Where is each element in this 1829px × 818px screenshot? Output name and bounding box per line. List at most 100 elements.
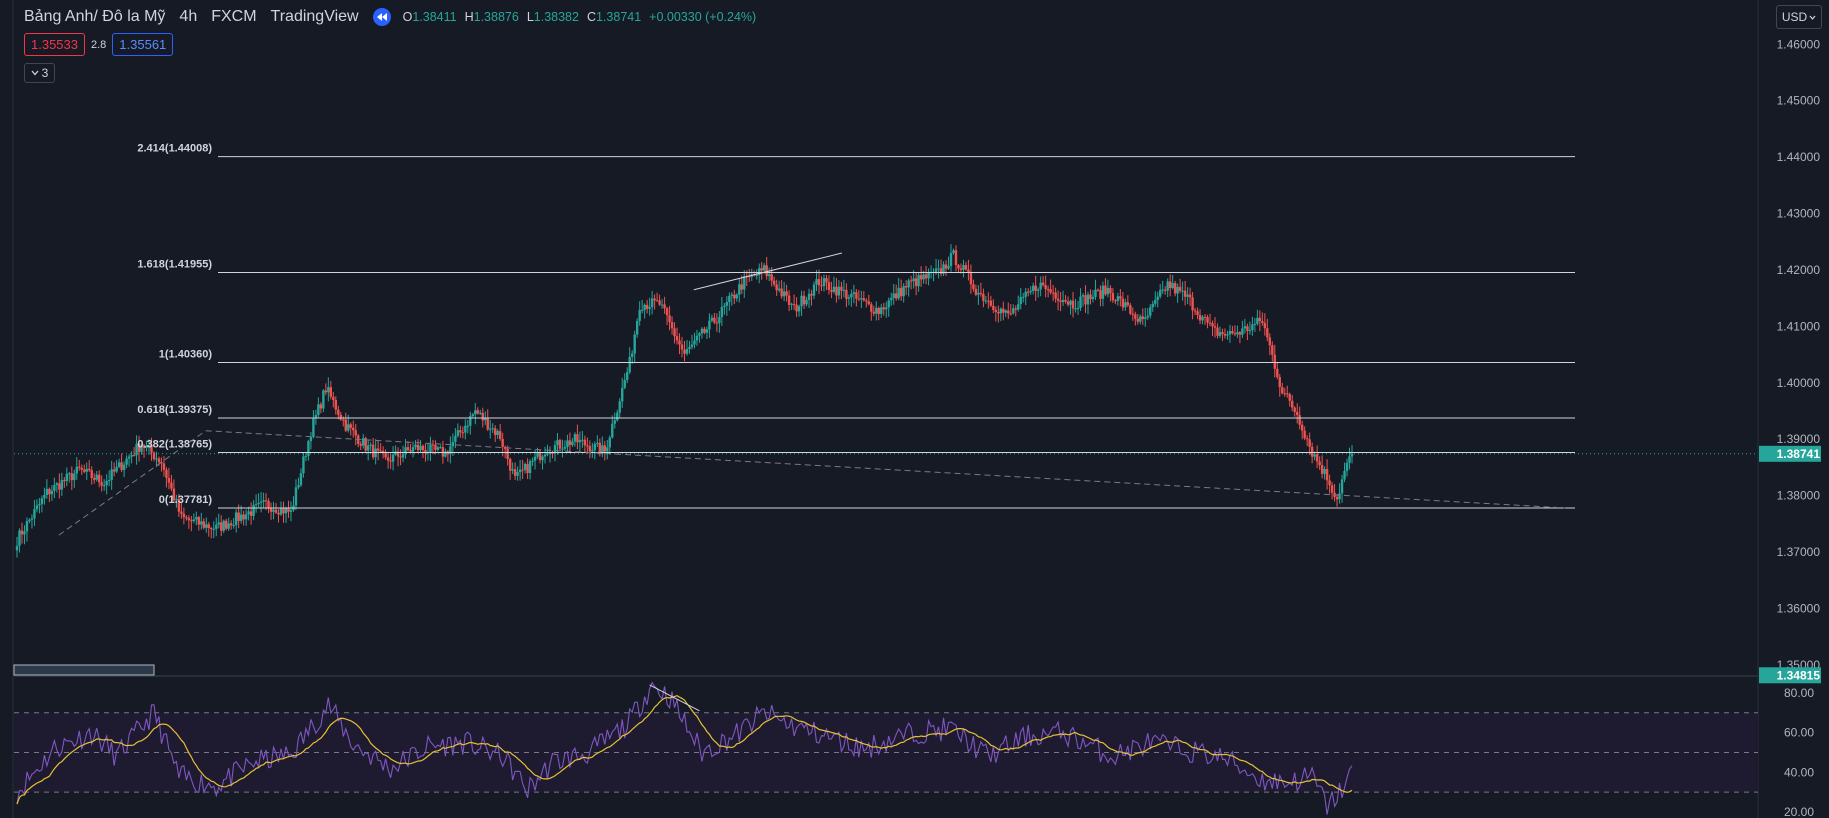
candle (239, 505, 243, 524)
candle (797, 304, 801, 317)
candle (653, 294, 656, 310)
price-tick-label: 1.38000 (1777, 489, 1821, 503)
candle (1039, 276, 1042, 297)
candle (55, 481, 59, 493)
candle (1046, 285, 1050, 298)
candle (359, 441, 362, 451)
candle (127, 454, 131, 467)
scrollbar-thumb[interactable] (13, 664, 155, 676)
candle (1308, 432, 1311, 456)
candle (112, 462, 116, 477)
trendline[interactable] (58, 430, 207, 536)
candle (1320, 455, 1324, 479)
candle (563, 440, 567, 451)
candle (1131, 307, 1135, 321)
candle (977, 285, 980, 305)
candle (1173, 280, 1177, 297)
candle (1206, 314, 1209, 329)
candle (1305, 435, 1309, 447)
candle (616, 409, 619, 422)
candle (1291, 394, 1294, 412)
candle (850, 289, 853, 307)
candle (738, 278, 741, 303)
rsi-divergence-line[interactable] (649, 684, 700, 712)
candle (593, 441, 597, 460)
candle (1051, 284, 1055, 302)
fib-level-label: 1.618(1.41955) (137, 258, 212, 270)
candle (805, 296, 808, 307)
price-tick-label: 1.36000 (1777, 601, 1821, 615)
candle (349, 422, 352, 436)
candle (414, 440, 417, 450)
candle (1009, 304, 1012, 316)
candle (429, 436, 432, 462)
price-tick-label: 1.45000 (1777, 94, 1821, 108)
currency-button[interactable]: USD (1776, 5, 1822, 29)
candle (461, 426, 465, 439)
candle (125, 455, 128, 469)
candle (937, 259, 940, 279)
symbol-name[interactable]: Bảng Anh/ Đô la Mỹ (24, 8, 166, 25)
candle (962, 259, 965, 278)
candle (379, 443, 382, 454)
candle (421, 444, 425, 459)
trendline[interactable] (205, 430, 1566, 509)
candle (740, 275, 743, 295)
candle (155, 451, 158, 468)
sell-price-button[interactable]: 1.35533 (24, 33, 85, 56)
candle (371, 437, 375, 460)
candle (862, 291, 866, 302)
trendlines[interactable] (58, 252, 1566, 536)
candle (369, 442, 372, 452)
candle (394, 445, 397, 456)
candle (78, 459, 81, 471)
candle (852, 284, 856, 304)
ohlc-key-high: H (464, 10, 474, 24)
candle (1178, 278, 1182, 294)
candle (1104, 278, 1107, 296)
candles (15, 244, 1354, 558)
candle (1149, 304, 1152, 319)
candle (1303, 426, 1306, 441)
candle (45, 479, 49, 499)
candle (409, 443, 412, 453)
indicators-toggle[interactable]: 3 (24, 63, 55, 83)
candle (479, 409, 482, 415)
candle (1261, 312, 1264, 326)
buy-price-button[interactable]: 1.35561 (112, 33, 174, 56)
fibonacci-levels[interactable]: 2.414(1.44008) 1.618(1.41955) 1(1.40360) 0.… (137, 143, 1575, 509)
candle (339, 411, 342, 421)
candle (723, 302, 726, 315)
rsi-pane[interactable]: 80.00 60.00 40.00 20.00 (14, 681, 1814, 818)
candle (1350, 445, 1354, 464)
candle (210, 526, 213, 539)
ohlc-values: O1.38411 H1.38876 L1.38382 C1.38741 +0.0… (403, 10, 757, 24)
candle (1243, 318, 1247, 334)
chart-header: Bảng Anh/ Đô la Mỹ 4h FXCM TradingView O… (24, 6, 756, 28)
last-price-tag: 1.38741 (1759, 445, 1821, 462)
candle (772, 276, 776, 287)
candle (760, 262, 763, 280)
replay-icon[interactable] (372, 8, 391, 26)
candle (259, 491, 263, 513)
candle (1196, 307, 1199, 320)
trendline[interactable] (693, 252, 843, 291)
candle (294, 479, 298, 510)
candle (845, 283, 848, 308)
candle (892, 283, 895, 305)
candle (1136, 313, 1140, 325)
candle (1014, 305, 1017, 317)
interval-label[interactable]: 4h (179, 8, 198, 25)
candle (855, 289, 858, 307)
candle (309, 432, 313, 450)
candle (1034, 275, 1037, 301)
price-tag-label: 1.38741 (1777, 447, 1821, 461)
candle (137, 435, 141, 462)
candle (242, 510, 245, 526)
candle (225, 518, 228, 531)
candle (1246, 323, 1249, 341)
candle (640, 299, 644, 314)
candle (1288, 392, 1291, 407)
rsi-tick-label: 40.00 (1784, 765, 1814, 779)
